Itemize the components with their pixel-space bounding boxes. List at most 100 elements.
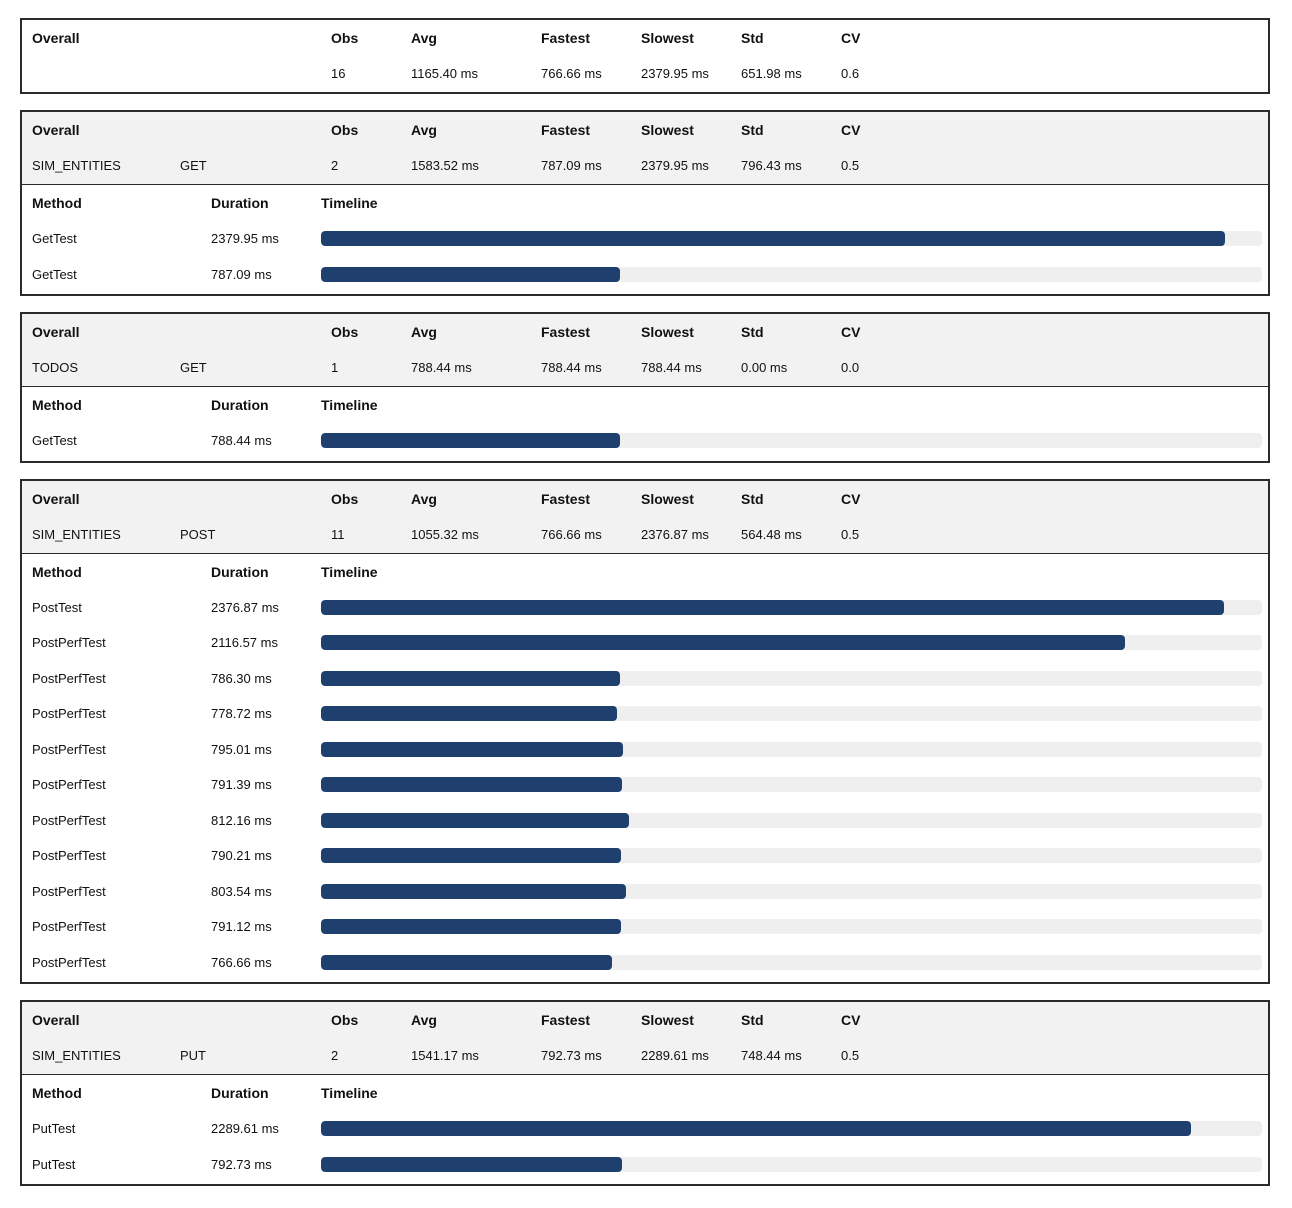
- summary-header-row: Overall Obs Avg Fastest Slowest Std CV: [22, 20, 1268, 56]
- obs-value: 2: [331, 158, 339, 173]
- run-row: PostPerfTest 766.66 ms: [22, 945, 1268, 981]
- summary-header-row: Overall Obs Avg Fastest Slowest Std CV: [22, 314, 1268, 350]
- run-row: PostPerfTest 795.01 ms: [22, 732, 1268, 768]
- obs-header: Obs: [331, 122, 359, 138]
- method-name: PostPerfTest: [32, 706, 106, 721]
- duration-value: 2376.87 ms: [211, 599, 279, 615]
- duration-value: 788.44 ms: [211, 433, 272, 448]
- obs-value: 2: [331, 1048, 339, 1063]
- http-verb: PUT: [180, 1048, 206, 1063]
- overall-header: Overall: [32, 490, 80, 507]
- duration-value: 790.21 ms: [211, 848, 272, 863]
- cv-header: CV: [841, 1012, 861, 1028]
- timeline-track: [321, 706, 1262, 721]
- method-header: Method: [32, 563, 82, 580]
- duration-value: 778.72 ms: [211, 706, 272, 721]
- slowest-value: 2379.95 ms: [641, 158, 709, 173]
- method-name: PostPerfTest: [32, 670, 106, 686]
- stats-panel: Overall Obs Avg Fastest Slowest Std CV SIM_ENTI…: [20, 1000, 1270, 1186]
- stats-panel: Overall Obs Avg Fastest Slowest Std CV SIM_ENTI…: [20, 110, 1270, 296]
- obs-value: 1: [331, 360, 339, 375]
- timeline-bar: [321, 670, 620, 686]
- run-row: PutTest 2289.61 ms: [22, 1111, 1268, 1147]
- overall-header: Overall: [32, 324, 80, 340]
- duration-value: 792.73 ms: [211, 1156, 272, 1172]
- run-row: GetTest 2379.95 ms: [22, 221, 1268, 257]
- run-row: GetTest 788.44 ms: [22, 423, 1268, 459]
- run-row: PostPerfTest 812.16 ms: [22, 803, 1268, 839]
- summary-section: Overall Obs Avg Fastest Slowest Std CV SIM_ENTI…: [22, 1002, 1268, 1075]
- avg-header: Avg: [411, 490, 437, 507]
- slowest-value: 2289.61 ms: [641, 1048, 709, 1063]
- timeline-track: [321, 812, 1262, 828]
- duration-header: Duration: [211, 397, 269, 413]
- timeline-track: [321, 635, 1262, 650]
- summary-values-row: 16 1165.40 ms 766.66 ms 2379.95 ms 651.98 ms…: [22, 56, 1268, 92]
- method-name: PostPerfTest: [32, 919, 106, 934]
- run-row: PostPerfTest 791.39 ms: [22, 767, 1268, 803]
- method-name: GetTest: [32, 266, 77, 282]
- avg-header: Avg: [411, 1012, 437, 1028]
- timeline-track: [321, 741, 1262, 757]
- fastest-value: 792.73 ms: [541, 1048, 602, 1063]
- slowest-value: 788.44 ms: [641, 360, 702, 375]
- timeline-header: Timeline: [321, 563, 378, 580]
- avg-value: 1055.32 ms: [411, 526, 479, 542]
- slowest-header: Slowest: [641, 1012, 694, 1028]
- fastest-header: Fastest: [541, 122, 591, 138]
- method-name: PostTest: [32, 599, 82, 615]
- std-value: 796.43 ms: [741, 158, 802, 173]
- avg-value: 788.44 ms: [411, 360, 472, 375]
- stats-panel: Overall Obs Avg Fastest Slowest Std CV TODOS GET…: [20, 312, 1270, 463]
- method-name: PostPerfTest: [32, 954, 106, 970]
- http-verb: POST: [180, 526, 216, 542]
- run-row: PostPerfTest 791.12 ms: [22, 909, 1268, 945]
- timeline-bar: [321, 1121, 1191, 1136]
- run-row: PostPerfTest 2116.57 ms: [22, 625, 1268, 661]
- timeline-bar: [321, 266, 620, 282]
- obs-value: 11: [331, 526, 345, 542]
- summary-section: Overall Obs Avg Fastest Slowest Std CV TODOS GET…: [22, 314, 1268, 387]
- avg-header: Avg: [411, 30, 437, 46]
- group-name: TODOS: [32, 360, 78, 375]
- overall-header: Overall: [32, 122, 80, 138]
- method-name: PostPerfTest: [32, 777, 106, 792]
- avg-value: 1541.17 ms: [411, 1048, 479, 1063]
- summary-values-row: SIM_ENTITIES PUT 2 1541.17 ms 792.73 ms 2289.…: [22, 1038, 1268, 1074]
- method-name: PostPerfTest: [32, 812, 106, 828]
- duration-header: Duration: [211, 1085, 269, 1101]
- cv-header: CV: [841, 324, 861, 340]
- summary-values-row: TODOS GET 1 788.44 ms 788.44 ms 788.44 ms 0.00…: [22, 350, 1268, 386]
- overall-header: Overall: [32, 30, 80, 46]
- cv-header: CV: [841, 490, 861, 507]
- timeline-track: [321, 266, 1262, 282]
- std-value: 564.48 ms: [741, 526, 802, 542]
- timeline-header: Timeline: [321, 397, 378, 413]
- slowest-header: Slowest: [641, 122, 694, 138]
- cv-header: CV: [841, 122, 861, 138]
- summary-values-row: SIM_ENTITIES GET 2 1583.52 ms 787.09 ms 2379.…: [22, 148, 1268, 184]
- obs-value: 16: [331, 66, 346, 81]
- timeline-bar: [321, 433, 621, 448]
- runs-header-row: Method Duration Timeline: [22, 1075, 1268, 1111]
- timeline-track: [321, 670, 1262, 686]
- avg-value: 1583.52 ms: [411, 158, 479, 173]
- fastest-header: Fastest: [541, 30, 591, 46]
- method-name: PostPerfTest: [32, 848, 106, 863]
- timeline-track: [321, 919, 1262, 934]
- timeline-track: [321, 599, 1262, 615]
- duration-value: 786.30 ms: [211, 670, 272, 686]
- summary-header-row: Overall Obs Avg Fastest Slowest Std CV: [22, 481, 1268, 517]
- timeline-bar: [321, 848, 622, 863]
- timeline-bar: [321, 599, 1224, 615]
- timeline-bar: [321, 706, 617, 721]
- timeline-track: [321, 1156, 1262, 1172]
- fastest-header: Fastest: [541, 490, 591, 507]
- run-row: PostPerfTest 786.30 ms: [22, 661, 1268, 697]
- obs-header: Obs: [331, 490, 359, 507]
- method-header: Method: [32, 1085, 82, 1101]
- duration-value: 791.12 ms: [211, 919, 272, 934]
- slowest-value: 2376.87 ms: [641, 526, 709, 542]
- obs-header: Obs: [331, 30, 359, 46]
